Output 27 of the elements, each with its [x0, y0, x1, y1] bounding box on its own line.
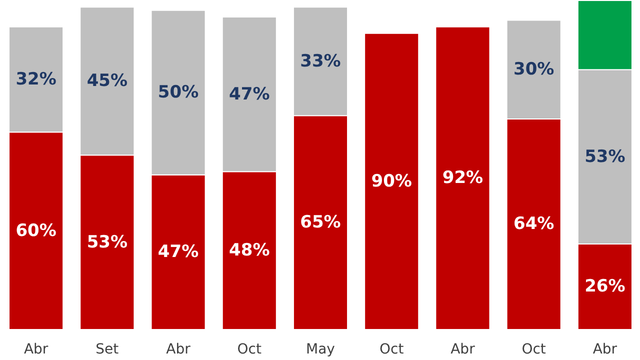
data-label: 32%: [16, 69, 56, 90]
x-tick-label: Set: [96, 342, 120, 358]
bar: [364, 32, 420, 330]
bar: [435, 26, 490, 330]
x-tick-label: Abr: [24, 342, 48, 358]
data-label: 92%: [442, 168, 484, 188]
x-tick-label: Abr: [450, 342, 476, 358]
data-label: 48%: [229, 240, 270, 261]
x-tick-label: Oct: [522, 342, 546, 358]
x-tick-label: May: [306, 342, 335, 358]
data-label: 65%: [300, 212, 341, 233]
data-label: 50%: [158, 82, 199, 103]
data-label: 45%: [86, 71, 128, 92]
data-label: 30%: [513, 60, 554, 80]
data-label: 26%: [584, 276, 626, 297]
x-tick-label: Abr: [592, 342, 618, 358]
data-label: 53%: [584, 146, 626, 167]
data-label: 53%: [86, 232, 128, 252]
x-tick-label: Abr: [166, 342, 191, 358]
data-label: 60%: [16, 220, 56, 241]
x-tick-label: Oct: [237, 342, 262, 358]
data-label: 33%: [300, 51, 341, 72]
x-tick-label: Oct: [380, 342, 404, 358]
data-label: 64%: [513, 214, 554, 234]
data-label: 47%: [158, 242, 199, 262]
data-label: 47%: [229, 84, 270, 104]
data-label: 90%: [371, 171, 412, 192]
